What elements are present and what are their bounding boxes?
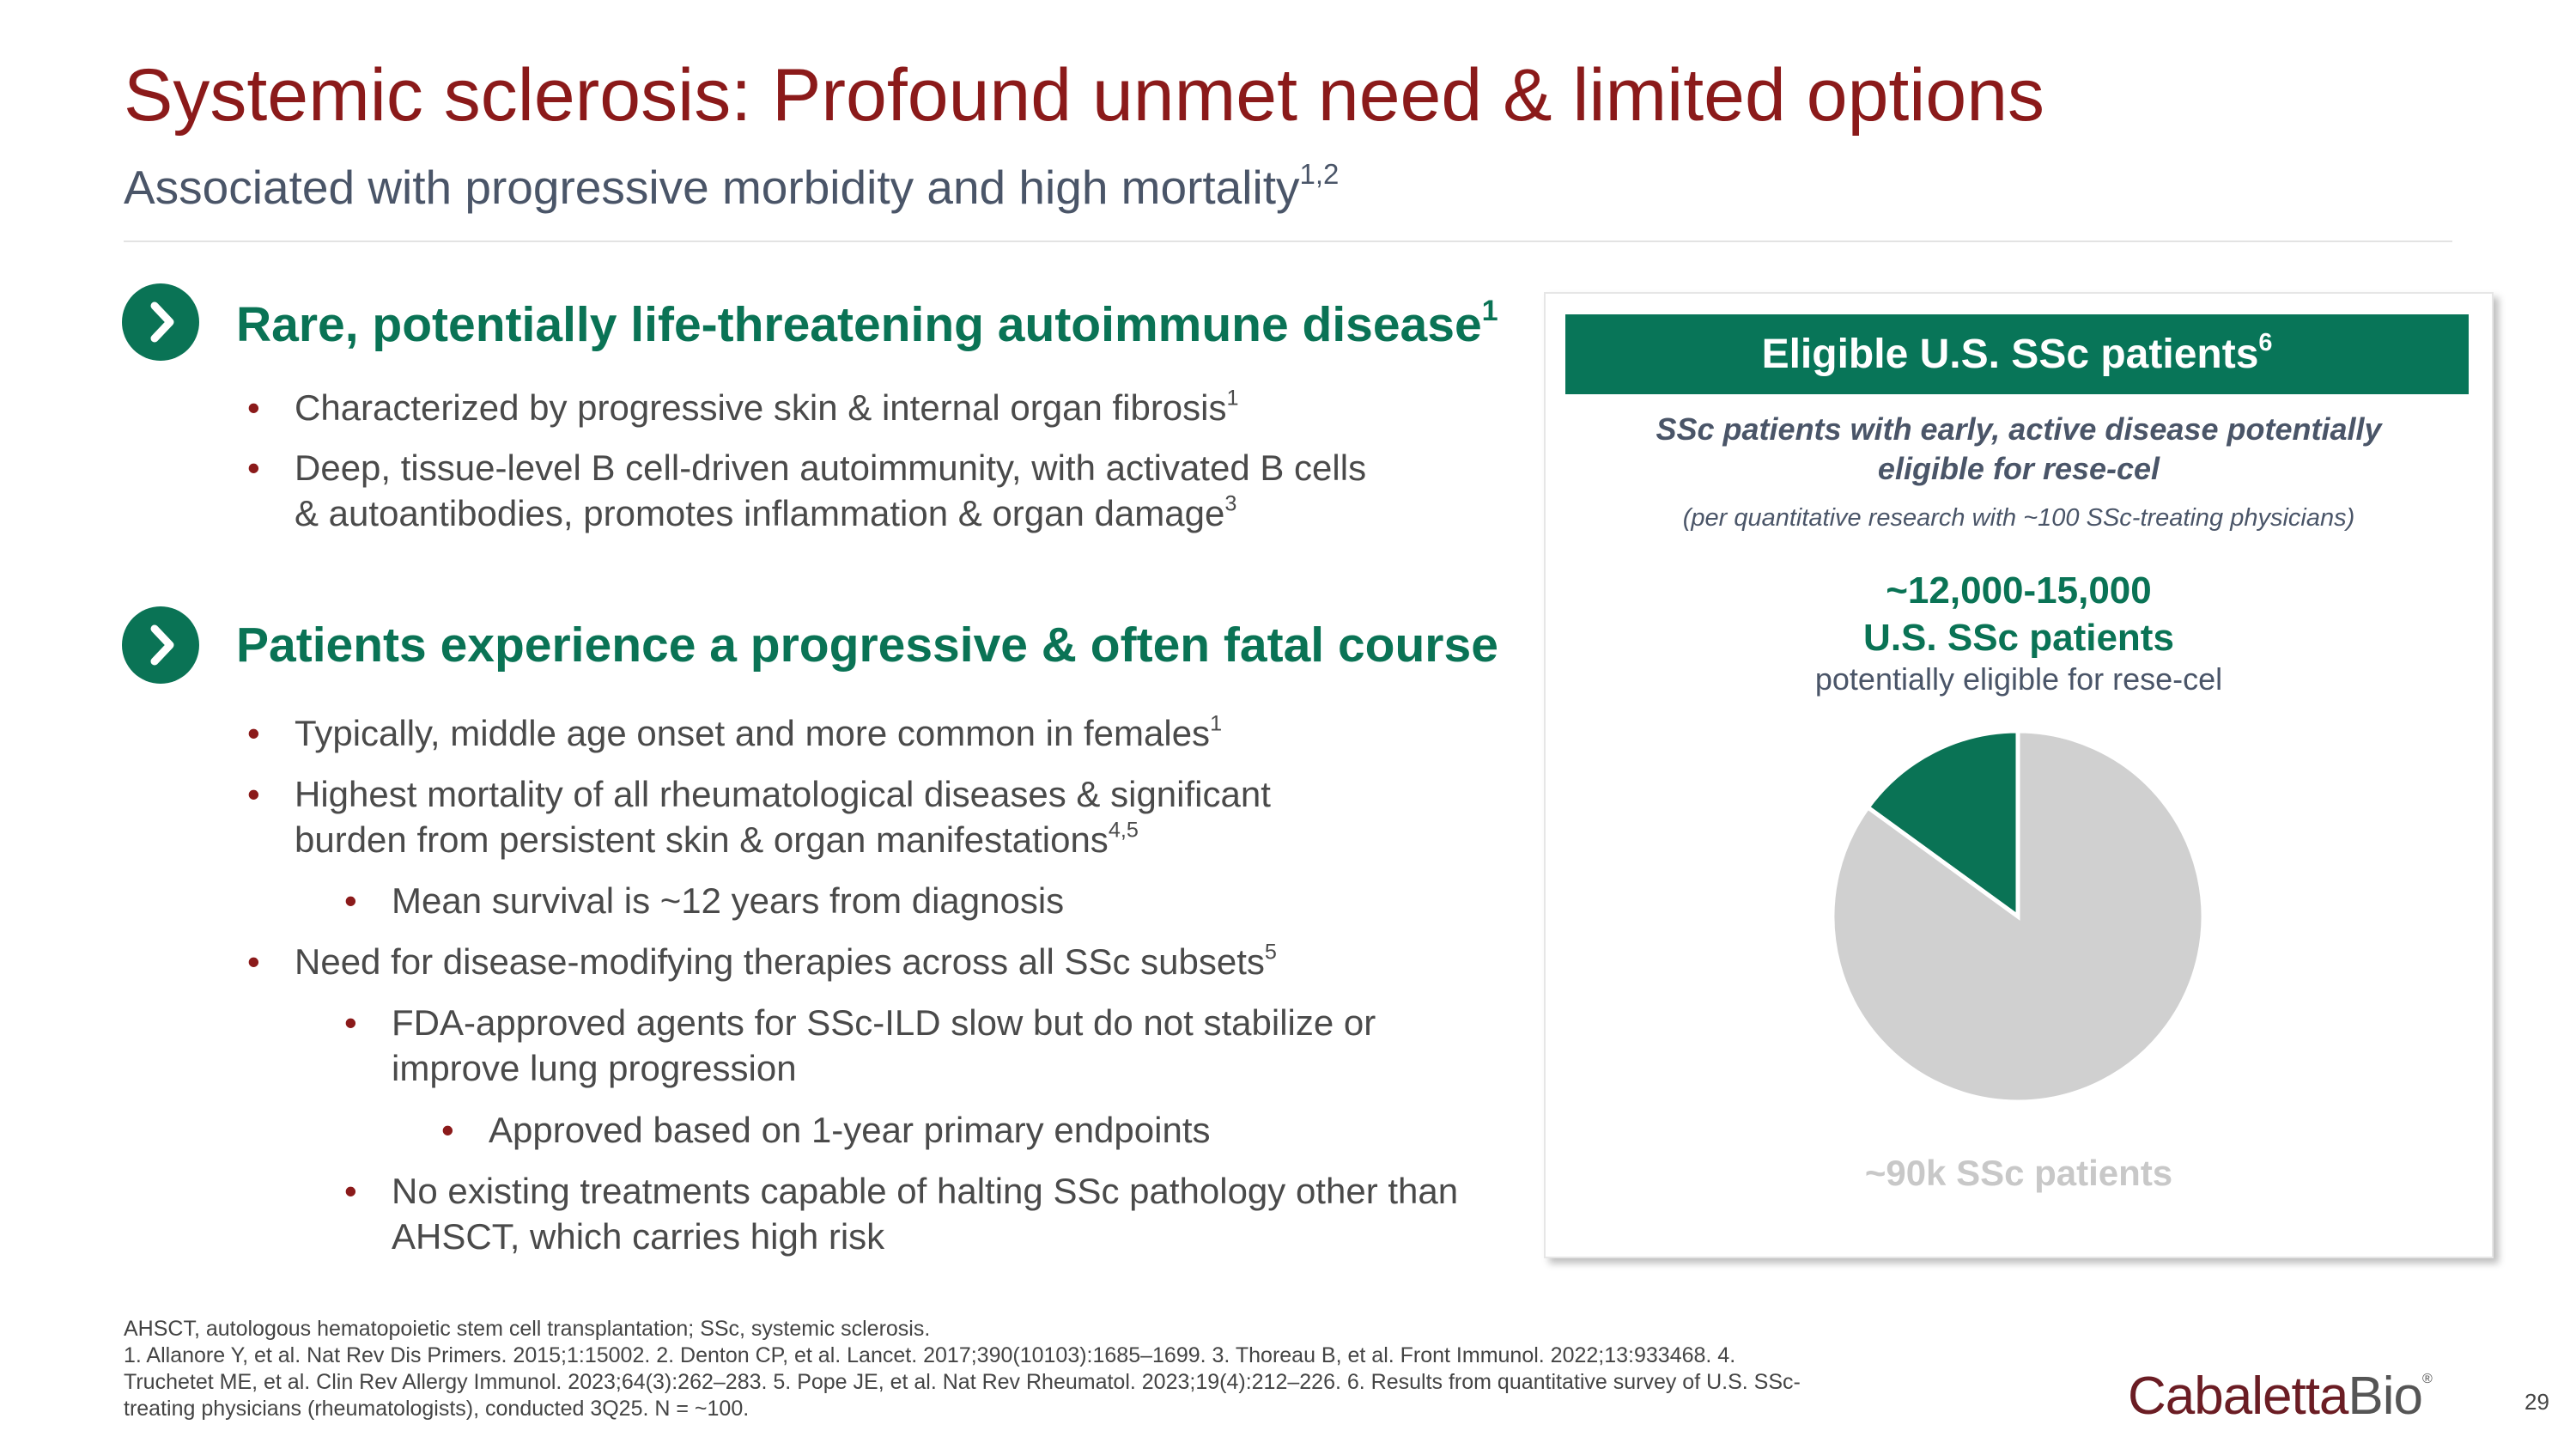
bullet-item: FDA-approved agents for SSc-ILD slow but… — [344, 1000, 1465, 1091]
bullet-text: FDA-approved agents for SSc-ILD slow but… — [392, 1002, 1376, 1088]
page-number: 29 — [2524, 1389, 2549, 1415]
bullet-item: Need for disease-modifying therapies acr… — [247, 939, 1583, 984]
panel-note: (per quantitative research with ~100 SSc… — [1682, 504, 2355, 532]
eligible-number: ~12,000-15,000 — [1886, 569, 2152, 612]
footnote: 4,5 — [1108, 818, 1139, 843]
heading-text: Rare, potentially life-threatening autoi… — [236, 297, 1482, 352]
company-logo: CabalettaBio® — [2128, 1366, 2433, 1427]
total-label: ~90k SSc patients — [1864, 1153, 2173, 1193]
eligible-count: ~12,000-15,000 U.S. SSc patients — [1546, 567, 2492, 661]
page-subtitle: Associated with progressive morbidity an… — [124, 160, 1339, 215]
heading-text: Patients experience a progressive & ofte… — [236, 618, 1498, 673]
references: 1. Allanore Y, et al. Nat Rev Dis Primer… — [124, 1343, 1801, 1421]
footnote: 1 — [1210, 711, 1223, 736]
section-heading: Patients experience a progressive & ofte… — [236, 617, 1498, 673]
bullet-item: Deep, tissue-level B cell-driven autoimm… — [247, 445, 1368, 536]
bullet-item: Approved based on 1-year primary endpoin… — [441, 1107, 1777, 1153]
chevron-right-icon — [122, 283, 199, 361]
bullet-item: Mean survival is ~12 years from diagnosi… — [344, 878, 1680, 923]
pie-slice-remaining — [1830, 728, 2206, 1105]
bullet-item: Typically, middle age onset and more com… — [247, 710, 1583, 756]
bullet-text: Deep, tissue-level B cell-driven autoimm… — [295, 447, 1367, 533]
registered-mark: ® — [2422, 1372, 2433, 1386]
eligible-patients-panel: Eligible U.S. SSc patients6 SSc patients… — [1544, 292, 2494, 1258]
eligible-label: U.S. SSc patients — [1863, 617, 2174, 659]
logo-text: Cabaletta — [2128, 1367, 2348, 1426]
heading-footnote: 1 — [1481, 295, 1498, 328]
bullet-item: Highest mortality of all rheumatological… — [247, 771, 1368, 862]
divider — [124, 240, 2452, 242]
bullet-text: Mean survival is ~12 years from diagnosi… — [392, 880, 1065, 921]
bullet-item: Characterized by progressive skin & inte… — [247, 385, 1583, 430]
footnote: 5 — [1264, 940, 1277, 965]
footnotes: AHSCT, autologous hematopoietic stem cel… — [124, 1316, 1824, 1422]
chevron-right-icon — [122, 606, 199, 684]
footnote: 3 — [1224, 491, 1237, 516]
panel-title: Eligible U.S. SSc patients6 — [1565, 314, 2469, 394]
subtitle-footnote: 1,2 — [1299, 157, 1340, 190]
panel-description: SSc patients with early, active disease … — [1656, 411, 2382, 486]
pie-slice-eligible — [1864, 728, 2020, 921]
logo-text-bio: Bio — [2348, 1367, 2423, 1426]
page-title: Systemic sclerosis: Profound unmet need … — [124, 54, 2045, 137]
bullet-text: Typically, middle age onset and more com… — [295, 713, 1211, 753]
subtitle-text: Associated with progressive morbidity an… — [124, 161, 1300, 214]
bullet-text: Characterized by progressive skin & inte… — [295, 387, 1227, 428]
section-heading: Rare, potentially life-threatening autoi… — [236, 296, 1498, 353]
bullet-text: Approved based on 1-year primary endpoin… — [489, 1110, 1211, 1150]
panel-title-text: Eligible U.S. SSc patients — [1761, 332, 2259, 377]
footnote: 1 — [1226, 386, 1239, 411]
bullet-text: No existing treatments capable of haltin… — [392, 1171, 1459, 1257]
bullet-item: No existing treatments capable of haltin… — [344, 1168, 1465, 1259]
footnote: 6 — [2258, 328, 2273, 356]
abbreviations: AHSCT, autologous hematopoietic stem cel… — [124, 1317, 931, 1341]
eligible-sublabel: potentially eligible for rese-cel — [1814, 661, 2223, 697]
bullet-text: Highest mortality of all rheumatological… — [295, 774, 1271, 860]
bullet-text: Need for disease-modifying therapies acr… — [295, 941, 1265, 982]
pie-chart — [1830, 728, 2206, 1105]
